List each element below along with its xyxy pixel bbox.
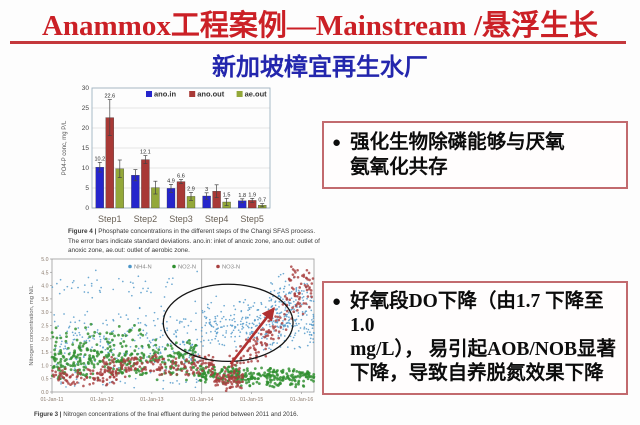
slide-title: Anammox工程案例—Mainstream /悬浮生长 bbox=[41, 10, 599, 42]
svg-text:3: 3 bbox=[205, 187, 208, 193]
callout-line: 好氧段DO下降（由1.7 下降至1.0 bbox=[350, 291, 604, 336]
figure3-caption: Figure 3 | Nitrogen concentrations of th… bbox=[34, 411, 334, 418]
svg-text:Step5: Step5 bbox=[240, 214, 264, 224]
svg-text:PO4-P conc, mg P/L: PO4-P conc, mg P/L bbox=[62, 120, 68, 175]
svg-text:4.9: 4.9 bbox=[167, 178, 175, 184]
figure3-caption-text: Nitrogen concentrations of the final eff… bbox=[63, 411, 299, 418]
svg-text:2.9: 2.9 bbox=[187, 186, 195, 192]
svg-text:01-Jan-14: 01-Jan-14 bbox=[190, 397, 213, 403]
figure4-caption-label: Figure 4 | bbox=[68, 228, 97, 235]
svg-text:1.8: 1.8 bbox=[238, 193, 246, 199]
callout-line: 强化生物除磷能够与厌氧 bbox=[350, 131, 565, 153]
svg-text:ae.out: ae.out bbox=[245, 90, 268, 99]
svg-text:1.9: 1.9 bbox=[248, 192, 256, 198]
title-underline bbox=[10, 41, 626, 44]
callout-do-decrease-text: 好氧段DO下降（由1.7 下降至1.0 mg/L）， 易引起AOB/NOB显著 … bbox=[350, 290, 618, 386]
svg-text:01-Jan-13: 01-Jan-13 bbox=[140, 397, 163, 403]
figure4-caption: Figure 4 | Phosphate concentrations in t… bbox=[68, 227, 320, 256]
svg-text:ano.out: ano.out bbox=[197, 90, 225, 99]
svg-text:NO2-N: NO2-N bbox=[178, 265, 196, 271]
figure4-caption-text: Phosphate concentrations in the differen… bbox=[68, 228, 320, 255]
slide-subtitle: 新加坡樟宜再生水厂 bbox=[212, 54, 428, 81]
svg-text:1.0: 1.0 bbox=[41, 363, 48, 369]
svg-text:Step4: Step4 bbox=[205, 214, 229, 224]
bullet-icon: ● bbox=[332, 134, 342, 151]
callout-ebpr-anammox: ● 强化生物除磷能够与厌氧 氨氧化共存 bbox=[322, 121, 628, 189]
svg-text:6.6: 6.6 bbox=[177, 174, 185, 180]
figure3-caption-label: Figure 3 | bbox=[34, 411, 62, 418]
svg-text:3.5: 3.5 bbox=[41, 297, 48, 303]
svg-text:01-Jan-11: 01-Jan-11 bbox=[41, 397, 64, 403]
svg-text:Step1: Step1 bbox=[98, 214, 122, 224]
svg-text:1.5: 1.5 bbox=[223, 192, 231, 198]
svg-text:NO3-N: NO3-N bbox=[222, 265, 240, 271]
svg-text:0: 0 bbox=[85, 205, 89, 212]
callout-line: 氨氧化共存 bbox=[350, 156, 448, 178]
svg-text:10: 10 bbox=[82, 165, 90, 172]
svg-text:5.0: 5.0 bbox=[41, 257, 48, 263]
svg-text:NH4-N: NH4-N bbox=[134, 265, 152, 271]
callout-line: mg/L）， 易引起AOB/NOB显著 bbox=[350, 339, 617, 360]
svg-text:22.6: 22.6 bbox=[104, 94, 115, 100]
svg-text:0.7: 0.7 bbox=[258, 198, 266, 204]
svg-text:25: 25 bbox=[82, 105, 90, 112]
svg-text:5: 5 bbox=[85, 185, 89, 192]
callout-do-decrease: ● 好氧段DO下降（由1.7 下降至1.0 mg/L）， 易引起AOB/NOB显… bbox=[322, 281, 628, 395]
svg-text:Step3: Step3 bbox=[169, 214, 193, 224]
svg-text:0.0: 0.0 bbox=[41, 390, 48, 396]
figure3-scatter-chart: 0.0 0.5 1.0 1.5 2.0 2.5 3.0 3.5 4.0 4.5 5.0 01-Jan-… bbox=[29, 257, 316, 403]
svg-text:3.0: 3.0 bbox=[41, 310, 48, 316]
bullet-icon: ● bbox=[332, 294, 342, 310]
svg-text:30: 30 bbox=[82, 85, 90, 92]
svg-text:2.0: 2.0 bbox=[41, 337, 48, 343]
svg-text:01-Jan-12: 01-Jan-12 bbox=[90, 397, 113, 403]
svg-text:15: 15 bbox=[82, 145, 90, 152]
svg-text:20: 20 bbox=[82, 125, 90, 132]
svg-text:Step2: Step2 bbox=[134, 214, 158, 224]
svg-text:4.0: 4.0 bbox=[41, 284, 48, 290]
svg-text:4.5: 4.5 bbox=[41, 270, 48, 276]
callout-ebpr-anammox-text: 强化生物除磷能够与厌氧 氨氧化共存 bbox=[350, 130, 618, 180]
svg-text:01-Jan-15: 01-Jan-15 bbox=[240, 397, 263, 403]
svg-text:1.5: 1.5 bbox=[41, 350, 48, 356]
svg-text:10.2: 10.2 bbox=[94, 156, 105, 162]
figure4-bar-chart: 0 5 10 15 20 25 30 PO4-P conc, mg P/L Step1 10.2 2… bbox=[62, 85, 271, 224]
svg-text:0.5: 0.5 bbox=[41, 377, 48, 383]
svg-text:01-Jan-16: 01-Jan-16 bbox=[290, 397, 313, 403]
svg-text:12.1: 12.1 bbox=[140, 150, 151, 156]
svg-text:Nitrogen concentration, mg N/L: Nitrogen concentration, mg N/L bbox=[29, 285, 35, 366]
callout-line: 下降，导致自养脱氮效果下降 bbox=[350, 363, 604, 384]
svg-text:2.5: 2.5 bbox=[41, 324, 48, 330]
svg-text:ano.in: ano.in bbox=[154, 90, 177, 99]
